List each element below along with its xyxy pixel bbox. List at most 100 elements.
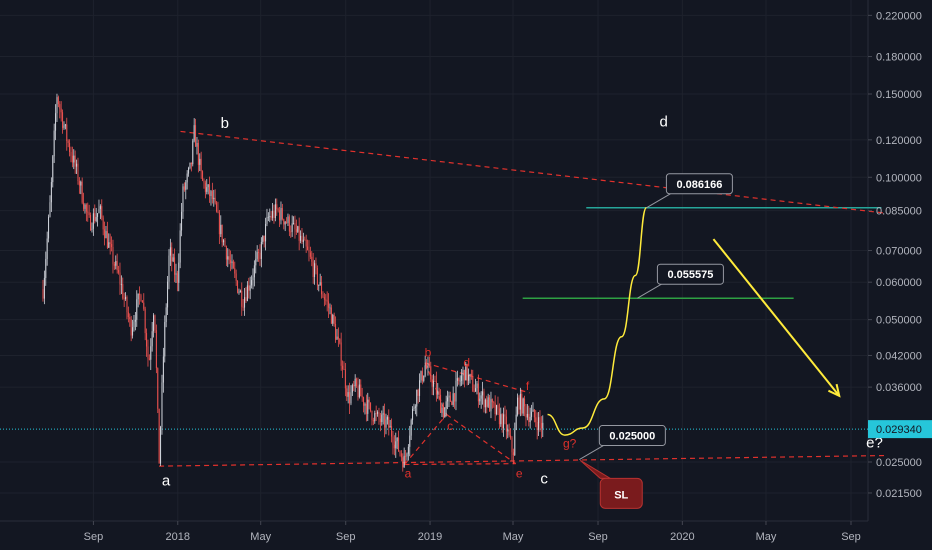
candle-body (403, 455, 405, 468)
candle-body (214, 197, 216, 203)
trend-line-triangle-left (404, 414, 448, 465)
candle-body (238, 292, 240, 293)
candle-body (447, 397, 449, 402)
candle-body (196, 143, 198, 147)
candle-body (475, 388, 477, 392)
candle-body (64, 124, 66, 126)
y-tick-label: 0.060000 (876, 277, 922, 289)
candle-body (459, 380, 461, 382)
candle-body (95, 216, 97, 222)
candle-body (501, 414, 503, 429)
candle-body (165, 307, 167, 323)
x-tick-label: Sep (588, 531, 608, 543)
candle-body (335, 323, 337, 340)
candle-body (217, 211, 219, 213)
callout-value: 0.025000 (609, 431, 655, 443)
projection-path (547, 207, 841, 436)
candle-body (141, 300, 143, 303)
candle-body (293, 223, 295, 224)
candle-body (536, 421, 538, 430)
candle-body (409, 435, 411, 447)
candle-body (59, 104, 61, 109)
candle-body (267, 216, 269, 218)
candle-body (206, 187, 208, 192)
candle-body (129, 317, 131, 319)
candle-body (52, 156, 54, 183)
candle-body (340, 342, 342, 366)
candle-body (204, 182, 206, 192)
candle-body (189, 162, 191, 168)
candle-body (92, 213, 94, 229)
candle-body (291, 223, 293, 232)
candle-body (272, 210, 274, 218)
candle-body (161, 382, 163, 427)
candle-body (400, 453, 402, 458)
wave-label-minor: e (516, 466, 523, 480)
wave-label-major: a (162, 472, 171, 489)
candle-body (199, 158, 201, 165)
y-tick-label: 0.220000 (876, 10, 922, 22)
x-tick-label: May (503, 531, 524, 543)
candle-body (284, 221, 286, 225)
candle-body (476, 383, 478, 389)
candle-body (494, 403, 496, 415)
candle-body (235, 273, 237, 281)
candle-body (315, 263, 317, 268)
candle-body (259, 252, 261, 259)
candle-body (298, 226, 300, 241)
candle-body (309, 252, 311, 257)
wave-label-minor: d (463, 355, 470, 369)
candle-body (45, 259, 47, 278)
candle-body (461, 375, 463, 381)
candle-body (332, 314, 334, 324)
price-callouts: 0.086166 0.055575 0.025000 SL (579, 173, 733, 509)
candle-body (242, 306, 244, 308)
candle-body (151, 331, 153, 347)
time-axis[interactable]: Sep 2018 May Sep 2019 May Sep 2020 May Sep (84, 521, 861, 543)
candle-body (524, 398, 526, 407)
candle-body (218, 212, 220, 235)
candle-body (347, 392, 349, 397)
candle-body (108, 242, 110, 248)
candle-body (283, 219, 285, 225)
candle-body (490, 399, 492, 412)
candle-body (158, 408, 160, 464)
candle-body (330, 307, 332, 324)
candle-body (449, 395, 451, 402)
x-tick-label: 2019 (418, 531, 442, 543)
candle-body (294, 223, 296, 230)
candle-body (186, 173, 188, 183)
candle-body (445, 401, 447, 409)
price-axis[interactable]: 0.220000 0.180000 0.150000 0.120000 0.100000… (868, 10, 932, 500)
candle-body (479, 398, 481, 402)
candle-body (486, 399, 488, 407)
candle-body (202, 171, 204, 181)
candle-body (144, 308, 146, 334)
candle-body (438, 391, 440, 395)
candle-body (364, 403, 366, 406)
candle-body (248, 285, 250, 291)
candle-body (49, 202, 51, 217)
candle-body (139, 293, 141, 296)
x-tick-label: Sep (336, 531, 356, 543)
candle-body (329, 307, 331, 309)
candle-body (245, 297, 247, 301)
candle-body (374, 413, 376, 422)
candle-body (90, 215, 92, 231)
candle-body (80, 181, 82, 186)
trend-lines (159, 130, 885, 467)
candle-body (406, 453, 408, 457)
candle-body (412, 409, 414, 421)
candle-body (458, 378, 460, 381)
candle-body (503, 414, 505, 429)
down-arrow-shaft (712, 238, 841, 397)
candle-body (424, 365, 426, 376)
candle-body (442, 407, 444, 418)
candle-body (207, 184, 209, 188)
candle-body (209, 184, 211, 197)
candle-body (178, 262, 180, 283)
candle-body (437, 391, 439, 395)
candle-body (522, 398, 524, 414)
candle-body (396, 437, 398, 442)
